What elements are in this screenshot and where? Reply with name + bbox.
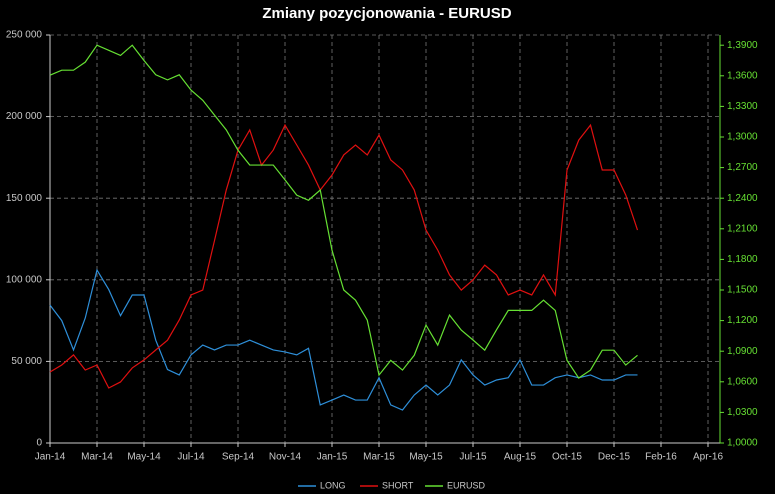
- legend-label: EURUSD: [447, 480, 486, 490]
- legend-label: SHORT: [382, 480, 414, 490]
- x-tick-label: Jul-14: [177, 452, 205, 463]
- x-tick-label: Jan-15: [317, 452, 348, 463]
- y-tick-label: 100 000: [6, 274, 43, 285]
- series-line: [49, 268, 638, 411]
- y2-tick-label: 1,1800: [727, 254, 758, 265]
- y2-tick-label: 1,3300: [727, 101, 758, 112]
- y2-tick-label: 1,1500: [727, 285, 758, 296]
- y2-tick-label: 1,0300: [727, 407, 758, 418]
- x-tick-label: Oct-15: [552, 452, 582, 463]
- x-tick-label: Mar-14: [81, 452, 113, 463]
- y-tick-label: 0: [36, 438, 42, 449]
- x-tick-label: Apr-16: [693, 452, 723, 463]
- y-tick-label: 200 000: [6, 111, 43, 122]
- x-tick-label: Aug-15: [504, 452, 537, 463]
- y2-tick-label: 1,0600: [727, 376, 758, 387]
- y2-tick-label: 1,0900: [727, 346, 758, 357]
- x-tick-label: Jul-15: [459, 452, 487, 463]
- y2-tick-label: 1,3600: [727, 70, 758, 81]
- x-tick-label: Mar-15: [363, 452, 395, 463]
- y-tick-label: 250 000: [6, 30, 43, 41]
- x-tick-label: Nov-14: [269, 452, 302, 463]
- series-line: [49, 44, 638, 379]
- y2-tick-label: 1,0000: [727, 438, 758, 449]
- x-tick-label: Jan-14: [35, 452, 66, 463]
- y2-tick-label: 1,2100: [727, 223, 758, 234]
- legend-label: LONG: [320, 480, 346, 490]
- y2-tick-label: 1,2400: [727, 193, 758, 204]
- y-tick-label: 150 000: [6, 193, 43, 204]
- y2-tick-label: 1,3900: [727, 40, 758, 51]
- x-tick-label: May-15: [409, 452, 443, 463]
- y-tick-label: 50 000: [11, 356, 42, 367]
- y2-tick-label: 1,1200: [727, 315, 758, 326]
- y2-tick-label: 1,3000: [727, 132, 758, 143]
- x-tick-label: May-14: [127, 452, 161, 463]
- series-line: [49, 123, 639, 389]
- x-tick-label: Feb-16: [645, 452, 677, 463]
- x-tick-label: Dec-15: [598, 452, 631, 463]
- y2-tick-label: 1,2700: [727, 162, 758, 173]
- x-tick-label: Sep-14: [222, 452, 255, 463]
- chart-title: Zmiany pozycjonowania - EURUSD: [262, 5, 511, 22]
